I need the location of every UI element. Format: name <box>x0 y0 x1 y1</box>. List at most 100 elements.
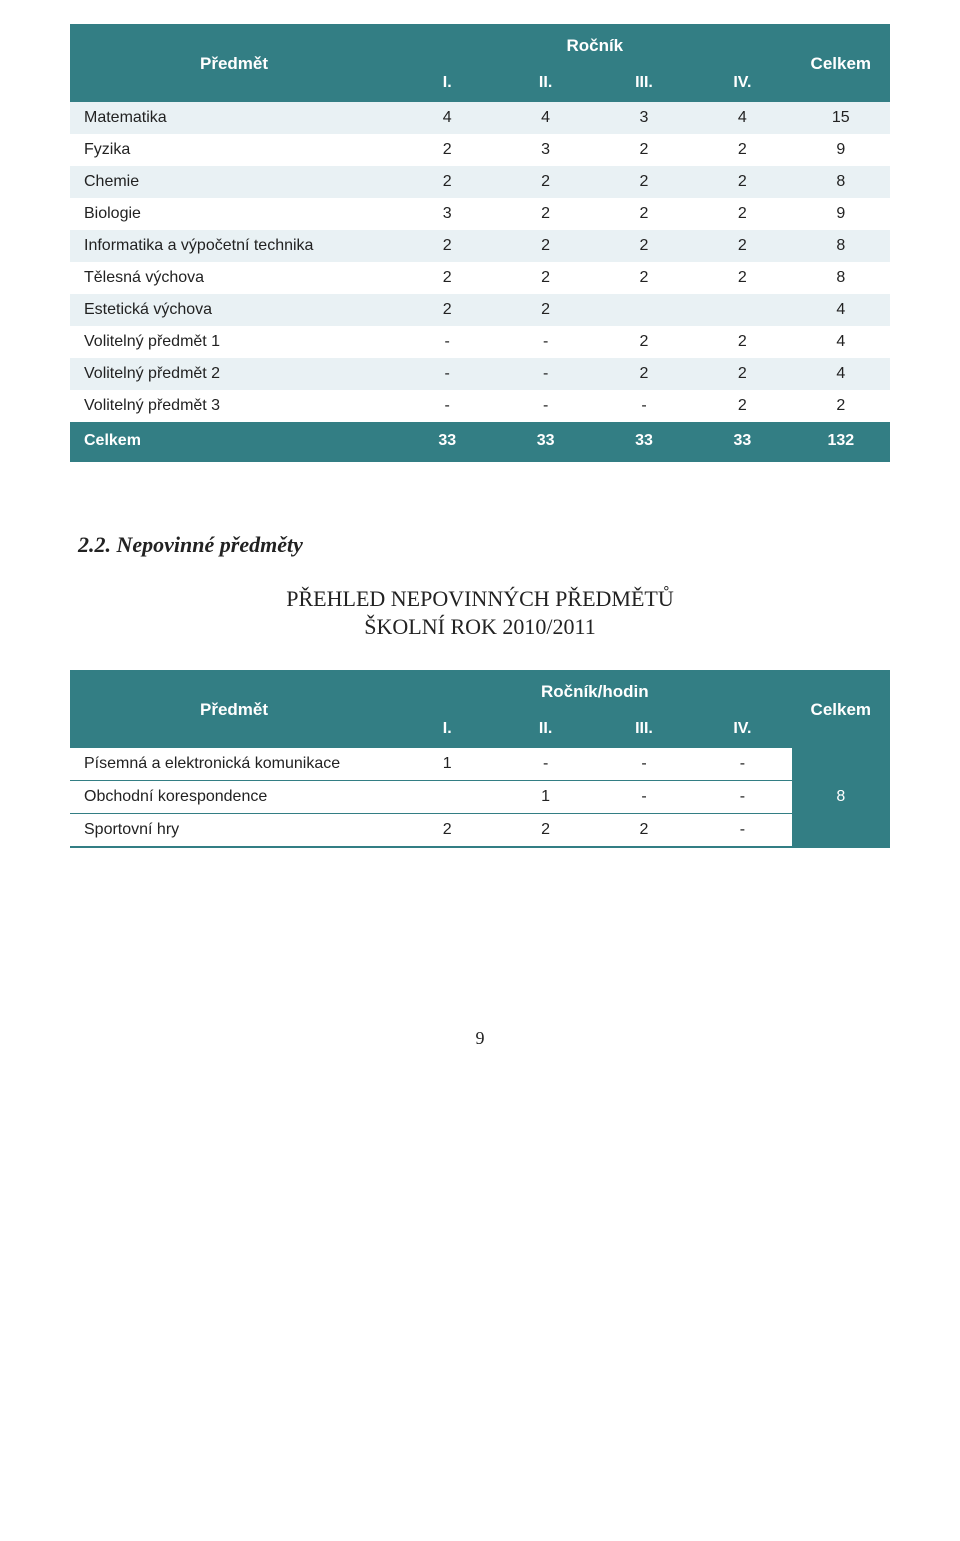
cell-value: 1 <box>496 781 594 814</box>
cell-value: - <box>496 326 594 358</box>
cell-value: 2 <box>496 166 594 198</box>
cell-total: 15 <box>792 102 890 134</box>
total-value: 33 <box>398 422 496 461</box>
cell-value: 2 <box>398 294 496 326</box>
optional-subjects-table: Předmět Ročník/hodin Celkem I. II. III. … <box>70 670 890 848</box>
cell-value: 2 <box>693 390 791 422</box>
cell-value: 4 <box>693 102 791 134</box>
cell-value: 2 <box>693 230 791 262</box>
cell-value: - <box>595 390 693 422</box>
table-row: Chemie 2 2 2 2 8 <box>70 166 890 198</box>
table-row: Volitelný předmět 2 - - 2 2 4 <box>70 358 890 390</box>
table-row: Tělesná výchova 2 2 2 2 8 <box>70 262 890 294</box>
page-number: 9 <box>70 1028 890 1049</box>
cell-value: 2 <box>398 166 496 198</box>
cell-value: - <box>496 748 594 781</box>
cell-total: 8 <box>792 230 890 262</box>
table-row: Estetická výchova 2 2 4 <box>70 294 890 326</box>
cell-name: Obchodní korespondence <box>70 781 398 814</box>
col-total: Celkem <box>792 25 890 102</box>
col-year-3: III. <box>595 712 693 748</box>
cell-value: - <box>693 748 791 781</box>
cell-total: 8 <box>792 166 890 198</box>
cell-value: 4 <box>496 102 594 134</box>
cell-total: 4 <box>792 358 890 390</box>
cell-value: 2 <box>693 134 791 166</box>
table-row: Biologie 3 2 2 2 9 <box>70 198 890 230</box>
cell-value: - <box>595 748 693 781</box>
table-row: Informatika a výpočetní technika 2 2 2 2… <box>70 230 890 262</box>
cell-value: - <box>595 781 693 814</box>
cell-value: 2 <box>398 230 496 262</box>
col-year-4: IV. <box>693 66 791 102</box>
total-value: 33 <box>693 422 791 461</box>
cell-value: 2 <box>398 262 496 294</box>
cell-value: 2 <box>496 294 594 326</box>
cell-value <box>693 294 791 326</box>
col-year-4: IV. <box>693 712 791 748</box>
subjects-table-body: Matematika 4 4 3 4 15 Fyzika 2 3 2 2 9 C… <box>70 102 890 461</box>
cell-value: 2 <box>595 134 693 166</box>
cell-value: 2 <box>496 262 594 294</box>
cell-name: Volitelný předmět 1 <box>70 326 398 358</box>
total-value: 33 <box>595 422 693 461</box>
cell-value: 3 <box>595 102 693 134</box>
cell-total: 4 <box>792 294 890 326</box>
cell-name: Volitelný předmět 2 <box>70 358 398 390</box>
table-row: Obchodní korespondence 1 - - <box>70 781 890 814</box>
col-year-1: I. <box>398 66 496 102</box>
cell-name: Informatika a výpočetní technika <box>70 230 398 262</box>
subjects-table-header: Předmět Ročník Celkem I. II. III. IV. <box>70 25 890 102</box>
cell-name: Fyzika <box>70 134 398 166</box>
cell-value: 2 <box>595 262 693 294</box>
cell-value: - <box>398 390 496 422</box>
cell-value <box>398 781 496 814</box>
cell-value: 2 <box>595 166 693 198</box>
col-subject: Předmět <box>70 25 398 102</box>
cell-value: 2 <box>398 134 496 166</box>
cell-name: Písemná a elektronická komunikace <box>70 748 398 781</box>
total-value: 33 <box>496 422 594 461</box>
cell-name: Biologie <box>70 198 398 230</box>
optional-total: 8 <box>792 748 890 847</box>
table-row: Volitelný předmět 1 - - 2 2 4 <box>70 326 890 358</box>
col-group-year-hours: Ročník/hodin <box>398 671 792 712</box>
total-grand: 132 <box>792 422 890 461</box>
total-label: Celkem <box>70 422 398 461</box>
table-row: Fyzika 2 3 2 2 9 <box>70 134 890 166</box>
cell-name: Chemie <box>70 166 398 198</box>
cell-total: 8 <box>792 262 890 294</box>
cell-value: 2 <box>693 262 791 294</box>
cell-value: 2 <box>496 814 594 848</box>
cell-value: - <box>496 358 594 390</box>
cell-value: 2 <box>398 814 496 848</box>
cell-name: Estetická výchova <box>70 294 398 326</box>
cell-value: 3 <box>398 198 496 230</box>
col-year-2: II. <box>496 712 594 748</box>
cell-name: Tělesná výchova <box>70 262 398 294</box>
cell-name: Sportovní hry <box>70 814 398 848</box>
cell-total: 9 <box>792 134 890 166</box>
cell-value: 2 <box>595 358 693 390</box>
optional-table-body: Písemná a elektronická komunikace 1 - - … <box>70 748 890 847</box>
cell-value: 2 <box>693 166 791 198</box>
cell-value: 1 <box>398 748 496 781</box>
col-year-3: III. <box>595 66 693 102</box>
cell-value: 2 <box>693 326 791 358</box>
cell-value: 3 <box>496 134 594 166</box>
cell-name: Volitelný předmět 3 <box>70 390 398 422</box>
cell-total: 9 <box>792 198 890 230</box>
col-year-2: II. <box>496 66 594 102</box>
col-year-1: I. <box>398 712 496 748</box>
cell-value: 2 <box>595 230 693 262</box>
col-group-year: Ročník <box>398 25 792 66</box>
cell-name: Matematika <box>70 102 398 134</box>
cell-total: 4 <box>792 326 890 358</box>
cell-value: 2 <box>496 230 594 262</box>
table-row: Matematika 4 4 3 4 15 <box>70 102 890 134</box>
col-subject: Předmět <box>70 671 398 748</box>
section-title: PŘEHLED NEPOVINNÝCH PŘEDMĚTŮ <box>70 586 890 612</box>
table-row: Volitelný předmět 3 - - - 2 2 <box>70 390 890 422</box>
cell-value: - <box>398 358 496 390</box>
col-total: Celkem <box>792 671 890 748</box>
